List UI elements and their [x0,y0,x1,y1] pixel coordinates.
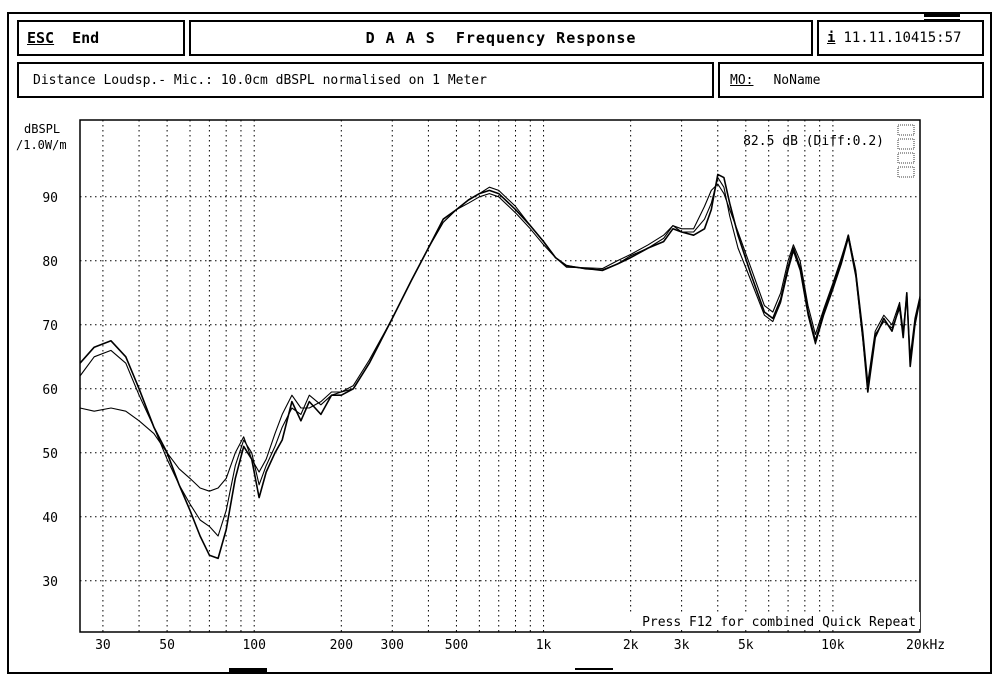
mo-value: NoName [773,72,821,88]
x-tick-label: 200 [330,638,353,653]
x-tick-label: 50 [159,638,175,653]
y-tick-label: 80 [42,255,58,270]
scroll-marker-left[interactable] [229,668,267,672]
chart-grid [80,120,920,632]
y-tick-label: 90 [42,191,58,206]
legend-swatch-4 [897,166,915,178]
x-tick-label: 30 [95,638,111,653]
legend-swatches [897,124,915,178]
chart-tick-labels: 30 40 50 60 70 80 90 30 50 100 200 300 500 1k 2k 3k 5k 10… [42,191,945,653]
x-tick-label: 3k [674,638,690,653]
y-tick-label: 60 [42,383,58,398]
x-tick-label: 20kHz [906,638,945,653]
x-tick-label: 300 [381,638,404,653]
title-text: D A A S Frequency Response [365,29,637,47]
series-line-1 [79,173,921,560]
y-tick-label: 70 [42,319,58,334]
scroll-marker-right[interactable] [575,668,613,670]
series-line-2 [79,177,921,492]
x-tick-label: 10k [821,638,845,653]
measurement-description: Distance Loudsp.- Mic.: 10.0cm dBSPL nor… [17,62,714,98]
window-frame [7,12,992,674]
end-label: End [72,29,100,47]
x-tick-label: 100 [242,638,265,653]
description-text: Distance Loudsp.- Mic.: 10.0cm dBSPL nor… [33,72,487,88]
window-title: D A A S Frequency Response [189,20,813,56]
x-tick-label: 1k [536,638,552,653]
series-line-3 [79,183,921,537]
esc-key-label: ESC [27,29,55,47]
x-tick-label: 5k [738,638,754,653]
x-tick-label: 2k [623,638,639,653]
datetime-text: 11.11.10415:57 [843,30,962,46]
y-tick-label: 30 [42,575,58,590]
y-tick-label: 50 [42,447,58,462]
footer-hint-bg [594,612,920,629]
info-datetime-box[interactable]: i 11.11.10415:57 [817,20,984,56]
x-tick-label: 500 [445,638,468,653]
info-key-label: i [827,30,836,46]
legend-swatch-3 [897,152,915,164]
legend-swatch-1 [897,124,915,136]
y-axis-label-line2: /1.0W/m [16,138,67,152]
window-control-bar-1[interactable] [924,14,960,17]
model-box[interactable]: MO: NoName [718,62,984,98]
mo-key-label: MO: [730,72,754,88]
level-annotation: 82.5 dB (Diff:0.2) [743,134,884,149]
y-tick-label: 40 [42,511,58,526]
quick-repeat-hint[interactable]: Press F12 for combined Quick Repeat [642,615,916,630]
window-control-bar-2[interactable] [924,19,960,22]
chart-series [79,173,921,560]
y-axis-label-line1: dBSPL [24,122,60,136]
legend-swatch-2 [897,138,915,150]
esc-end-button[interactable]: ESC End [17,20,185,56]
